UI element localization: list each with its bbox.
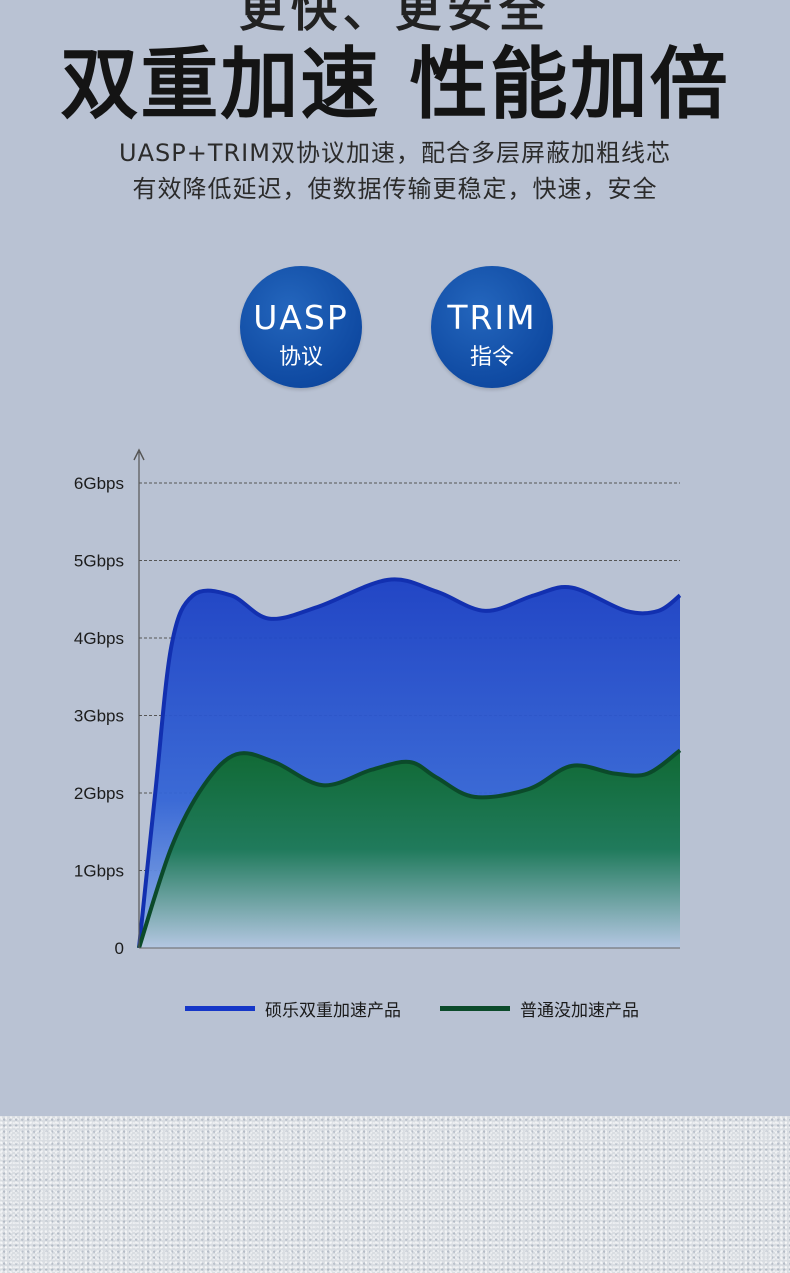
y-tick-label: 1Gbps xyxy=(74,862,124,881)
y-tick-label: 3Gbps xyxy=(74,707,124,726)
series-area-normal xyxy=(139,750,680,948)
trim-command-badge: TRIM 指令 xyxy=(431,266,553,388)
uasp-protocol-badge: UASP 协议 xyxy=(240,266,362,388)
legend-label-fast: 硕乐双重加速产品 xyxy=(265,1001,401,1021)
badge-sub-text: 协议 xyxy=(278,345,323,370)
y-axis-arrow-icon xyxy=(133,448,145,461)
y-tick-label: 6Gbps xyxy=(74,474,124,493)
legend-label-normal: 普通没加速产品 xyxy=(520,1001,639,1021)
legend-swatch-fast xyxy=(185,1006,255,1011)
y-tick-label: 2Gbps xyxy=(74,784,124,803)
series-line-fast xyxy=(137,577,682,949)
series-line-normal xyxy=(137,748,682,949)
page-title: 双重加速 性能加倍 xyxy=(60,40,730,130)
badge-main-text: TRIM xyxy=(447,298,537,337)
subtitle-line-1: UASP+TRIM双协议加速，配合多层屏蔽加粗线芯 xyxy=(119,139,671,167)
subtitle-line-2: 有效降低延迟，使数据传输更稳定，快速，安全 xyxy=(132,175,658,203)
badge-main-text: UASP xyxy=(253,298,349,337)
y-tick-label: 0 xyxy=(115,939,124,958)
textured-footer-band xyxy=(0,1116,790,1273)
badge-sub-text: 指令 xyxy=(469,345,514,370)
y-tick-label: 4Gbps xyxy=(74,629,124,648)
top-headline-partial: 更快、更安全 xyxy=(239,0,551,37)
speed-chart: 0 1Gbps 2Gbps 3Gbps 4Gbps 5Gbps 6Gbps xyxy=(74,448,682,958)
y-tick-label: 5Gbps xyxy=(74,552,124,571)
legend-swatch-normal xyxy=(440,1006,510,1011)
